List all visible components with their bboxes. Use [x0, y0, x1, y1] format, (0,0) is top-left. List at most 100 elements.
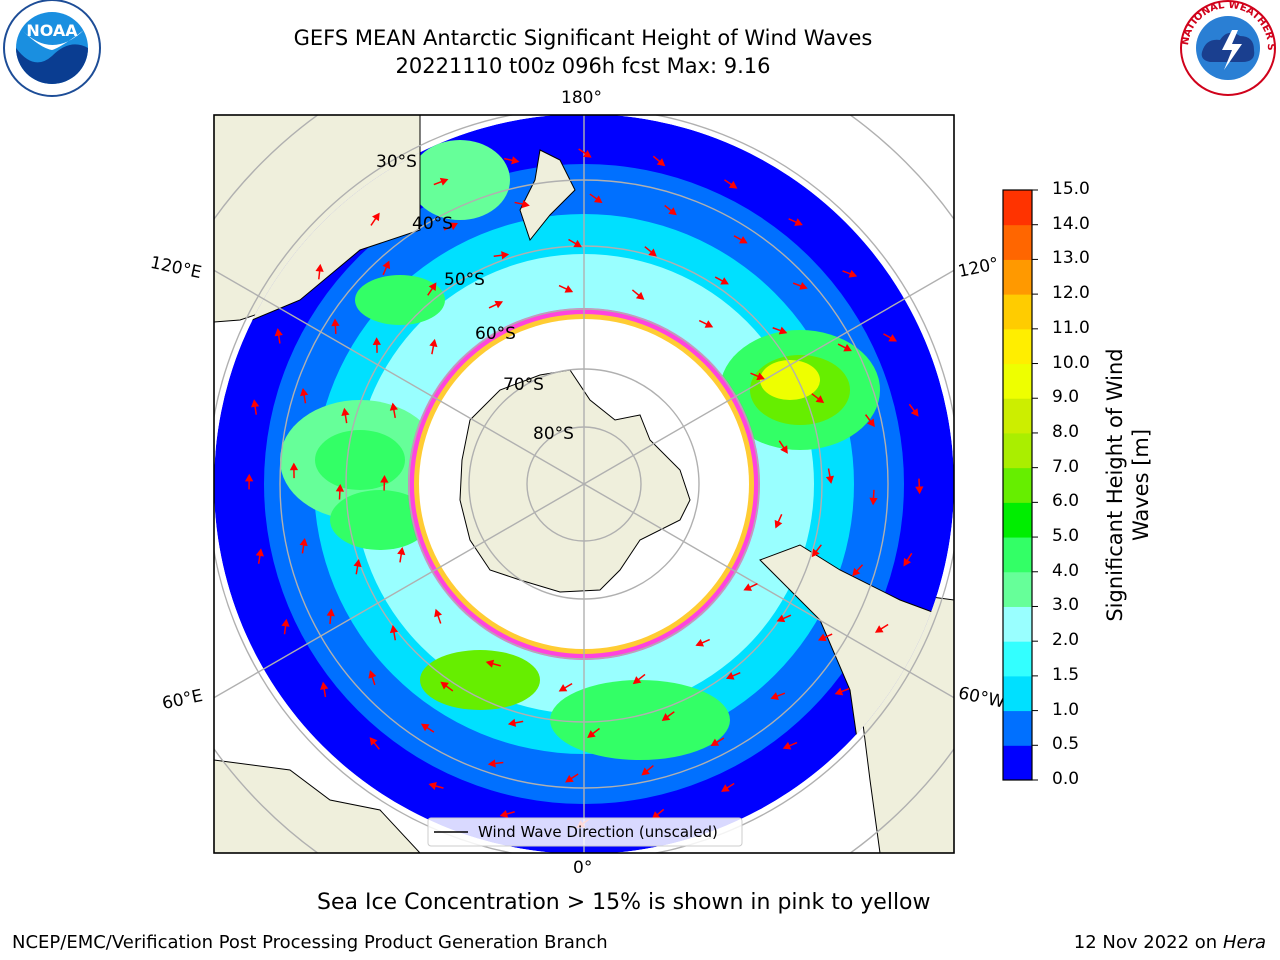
colorbar-tick-label: 10.0 — [1052, 352, 1090, 373]
wave-direction-arrowhead — [372, 337, 381, 345]
wave-direction-arrowhead — [440, 681, 449, 690]
wave-direction-arrowhead — [834, 687, 844, 696]
wave-direction-arrowhead — [815, 395, 825, 404]
wave-direction-arrowhead — [825, 475, 834, 484]
wave-direction-arrowhead — [499, 809, 509, 818]
wave-direction-arrowhead — [507, 718, 517, 727]
wave-direction-arrowhead — [587, 730, 596, 738]
wave-direction-arrowhead — [867, 418, 875, 428]
wave-direction-arrowhead — [289, 462, 299, 471]
lon-label-180: 180° — [561, 88, 602, 108]
wave-direction-arrowhead — [429, 338, 438, 348]
wave-direction-arrowhead — [389, 624, 399, 634]
wave-direction-arrowhead — [782, 741, 792, 750]
colorbar-segment — [1003, 363, 1032, 399]
wave-direction-arrowhead — [573, 239, 582, 248]
lat-label-40s: 40°S — [412, 214, 453, 234]
lat-label-60s: 60°S — [475, 324, 516, 344]
lat-label-30s: 30°S — [376, 152, 417, 172]
colorbar-tick-label: 3.0 — [1052, 595, 1080, 616]
chart-title: GEFS MEAN Antarctic Significant Height o… — [293, 26, 873, 50]
colorbar-segment — [1003, 259, 1032, 295]
wave-direction-arrowhead — [511, 156, 520, 165]
wave-direction-arrowhead — [776, 614, 786, 623]
wave-direction-arrowhead — [428, 282, 437, 291]
wave-direction-arrowhead — [372, 212, 380, 222]
colorbar-tick-label: 2.0 — [1052, 630, 1080, 651]
wave-direction-arrowhead — [799, 282, 808, 290]
wave-direction-arrowhead — [501, 251, 510, 260]
wave-direction-arrowhead — [565, 774, 574, 783]
wave-direction-arrowhead — [274, 328, 283, 337]
colorbar-tick-label: 14.0 — [1052, 213, 1090, 234]
footer-org: NCEP/EMC/Verification Post Processing Pr… — [12, 932, 608, 953]
wave-direction-arrowhead — [661, 713, 671, 721]
colorbar-tick-label: 7.0 — [1052, 456, 1080, 477]
wave-direction-arrowhead — [341, 407, 350, 416]
footer-machine: Hera — [1222, 932, 1266, 953]
wave-direction-arrowhead — [728, 180, 738, 189]
wave-direction-arrowhead — [770, 692, 779, 700]
wave-direction-arrowhead — [583, 149, 592, 158]
wave-direction-arrowhead — [558, 684, 568, 692]
wave-direction-arrowhead — [281, 618, 290, 627]
wave-direction-arrowhead — [439, 177, 449, 186]
colorbar-tick-label: 12.0 — [1052, 283, 1090, 304]
wave-direction-arrowhead — [725, 672, 735, 680]
colorbar-tick-label: 11.0 — [1052, 317, 1090, 338]
wave-direction-arrowhead — [874, 625, 884, 633]
wave-direction-arrowhead — [255, 548, 264, 557]
wave-direction-arrowhead — [903, 557, 912, 567]
wave-direction-arrowhead — [251, 399, 260, 408]
noaa-logo: NOAA — [3, 0, 101, 97]
colorbar-tick-label: 1.0 — [1052, 699, 1080, 720]
wave-direction-arrowhead — [494, 300, 504, 309]
wave-direction-arrowhead — [743, 583, 753, 591]
map-legend — [427, 817, 743, 847]
lon-label-0: 0° — [573, 858, 593, 878]
footer-date: 12 Nov 2022 on Hera — [1073, 932, 1266, 953]
colorbar-segment — [1003, 328, 1032, 365]
colorbar-segment — [1003, 745, 1032, 781]
wave-direction-arrowhead — [852, 567, 861, 577]
wave-direction-arrowhead — [635, 291, 645, 300]
wave-direction-arrowhead — [521, 200, 530, 209]
colorbar-segment — [1003, 537, 1032, 573]
wave-direction-arrowhead — [720, 277, 729, 285]
wave-direction-arrowhead — [774, 519, 783, 529]
lat-label-70s: 70°S — [503, 375, 544, 395]
colorbar-segment — [1003, 294, 1032, 330]
wave-direction-arrowhead — [428, 781, 437, 790]
wave-direction-arrowhead — [369, 737, 378, 746]
wave-direction-arrowhead — [756, 372, 765, 381]
colorbar-tick-label: 9.0 — [1052, 387, 1080, 408]
colorbar-tick-label: 8.0 — [1052, 421, 1080, 442]
wave-direction-arrowhead — [487, 759, 496, 768]
wave-direction-arrowhead — [721, 784, 730, 792]
wave-direction-arrowhead — [353, 558, 362, 568]
map-legend-label: Wind Wave Direction (unscaled) — [478, 823, 718, 841]
colorbar-segment — [1003, 502, 1032, 538]
wave-direction-arrowhead — [434, 608, 443, 618]
wave-direction-arrowhead — [320, 681, 329, 690]
wave-direction-arrowhead — [326, 608, 335, 617]
colorbar-tick-label: 0.0 — [1052, 769, 1080, 789]
lat-label-80s: 80°S — [533, 424, 574, 444]
colorbar-tick-label: 0.5 — [1052, 734, 1080, 755]
chart-subtitle: 20221110 t00z 096h fcst Max: 9.16 — [395, 54, 771, 78]
wave-direction-arrowhead — [299, 538, 308, 547]
wave-direction-arrowhead — [869, 497, 878, 506]
wave-direction-arrowhead — [641, 767, 650, 776]
wave-direction-arrowhead — [811, 548, 820, 558]
wave-direction-arrowhead — [397, 546, 406, 556]
wave-direction-arrowhead — [710, 738, 720, 747]
colorbar-segment — [1003, 467, 1032, 503]
colorbar-segment — [1003, 224, 1032, 260]
wave-direction-arrowhead — [848, 269, 858, 278]
wave-direction-arrowhead — [818, 633, 827, 642]
colorbar-tick-label: 15.0 — [1052, 179, 1090, 199]
wave-direction-arrowhead — [382, 260, 391, 270]
wave-direction-arrowhead — [695, 638, 705, 647]
colorbar — [1002, 189, 1038, 781]
